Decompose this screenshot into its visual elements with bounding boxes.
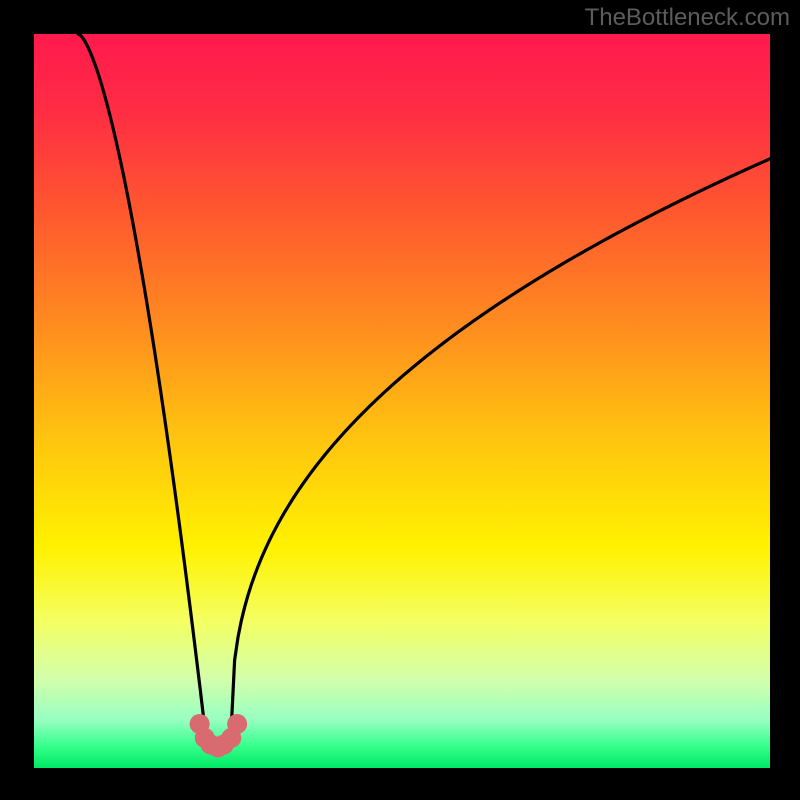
watermark-text: TheBottleneck.com — [585, 4, 790, 32]
chart-svg — [34, 34, 770, 768]
gradient-background — [34, 34, 770, 768]
plot-area — [34, 34, 770, 768]
valley-marker — [227, 714, 247, 734]
